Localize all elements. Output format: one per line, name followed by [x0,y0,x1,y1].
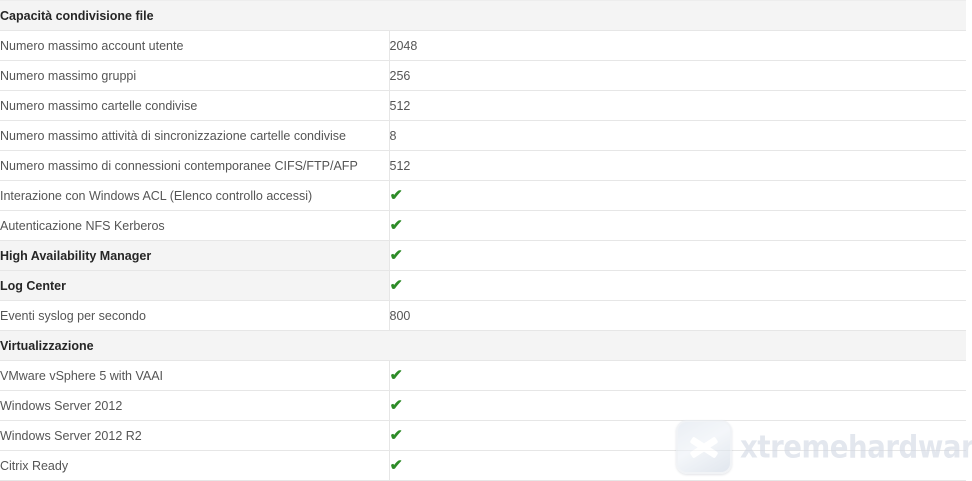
row-value: 2048 [389,30,966,61]
row-value: 8 [389,120,966,151]
row-value-check: ✔ [389,420,966,451]
table-row: Eventi syslog per secondo 800 [0,300,966,331]
row-value-check: ✔ [389,360,966,391]
table-row: Numero massimo di connessioni contempora… [0,150,966,181]
check-icon: ✔ [389,456,403,474]
table-row: Autenticazione NFS Kerberos ✔ [0,210,966,241]
table-row: Citrix Ready ✔ [0,450,966,481]
section-header-label: High Availability Manager [0,240,390,271]
table-row: Interazione con Windows ACL (Elenco cont… [0,180,966,211]
section-header-row: Log Center ✔ [0,270,966,301]
row-value-check: ✔ [389,240,966,271]
check-icon: ✔ [389,426,403,444]
table-row: Numero massimo cartelle condivise 512 [0,90,966,121]
row-value: 256 [389,60,966,91]
row-label: Autenticazione NFS Kerberos [0,210,390,241]
section-header-label: Capacità condivisione file [0,0,389,31]
row-label: Numero massimo account utente [0,30,390,61]
row-value: 512 [389,150,966,181]
check-icon: ✔ [389,276,403,294]
table-row: Windows Server 2012 R2 ✔ [0,420,966,451]
row-value [389,0,966,31]
row-label: VMware vSphere 5 with VAAI [0,360,390,391]
row-value: 512 [389,90,966,121]
table-row: VMware vSphere 5 with VAAI ✔ [0,360,966,391]
check-icon: ✔ [389,396,403,414]
row-label: Interazione con Windows ACL (Elenco cont… [0,180,390,211]
row-label: Eventi syslog per secondo [0,300,390,331]
check-icon: ✔ [389,186,403,204]
section-header-label: Log Center [0,270,390,301]
row-label: Windows Server 2012 R2 [0,420,390,451]
row-label: Numero massimo di connessioni contempora… [0,150,390,181]
table-row: Numero massimo account utente 2048 [0,30,966,61]
row-value-check: ✔ [389,450,966,481]
row-value: 800 [389,300,966,331]
row-value [389,330,966,361]
row-label: Numero massimo attività di sincronizzazi… [0,120,390,151]
row-label: Windows Server 2012 [0,390,390,421]
section-header-row: Capacità condivisione file [0,0,966,31]
row-label: Numero massimo cartelle condivise [0,90,390,121]
row-label: Citrix Ready [0,450,390,481]
row-value-check: ✔ [389,390,966,421]
row-value-check: ✔ [389,180,966,211]
table-row: Windows Server 2012 ✔ [0,390,966,421]
section-header-label: Virtualizzazione [0,330,389,361]
row-label: Numero massimo gruppi [0,60,390,91]
row-value-check: ✔ [389,270,966,301]
table-row: Numero massimo gruppi 256 [0,60,966,91]
row-value-check: ✔ [389,210,966,241]
section-header-row: High Availability Manager ✔ [0,240,966,271]
check-icon: ✔ [389,366,403,384]
section-header-row: Virtualizzazione [0,330,966,361]
table-row: Numero massimo attività di sincronizzazi… [0,120,966,151]
check-icon: ✔ [389,246,403,264]
check-icon: ✔ [389,216,403,234]
